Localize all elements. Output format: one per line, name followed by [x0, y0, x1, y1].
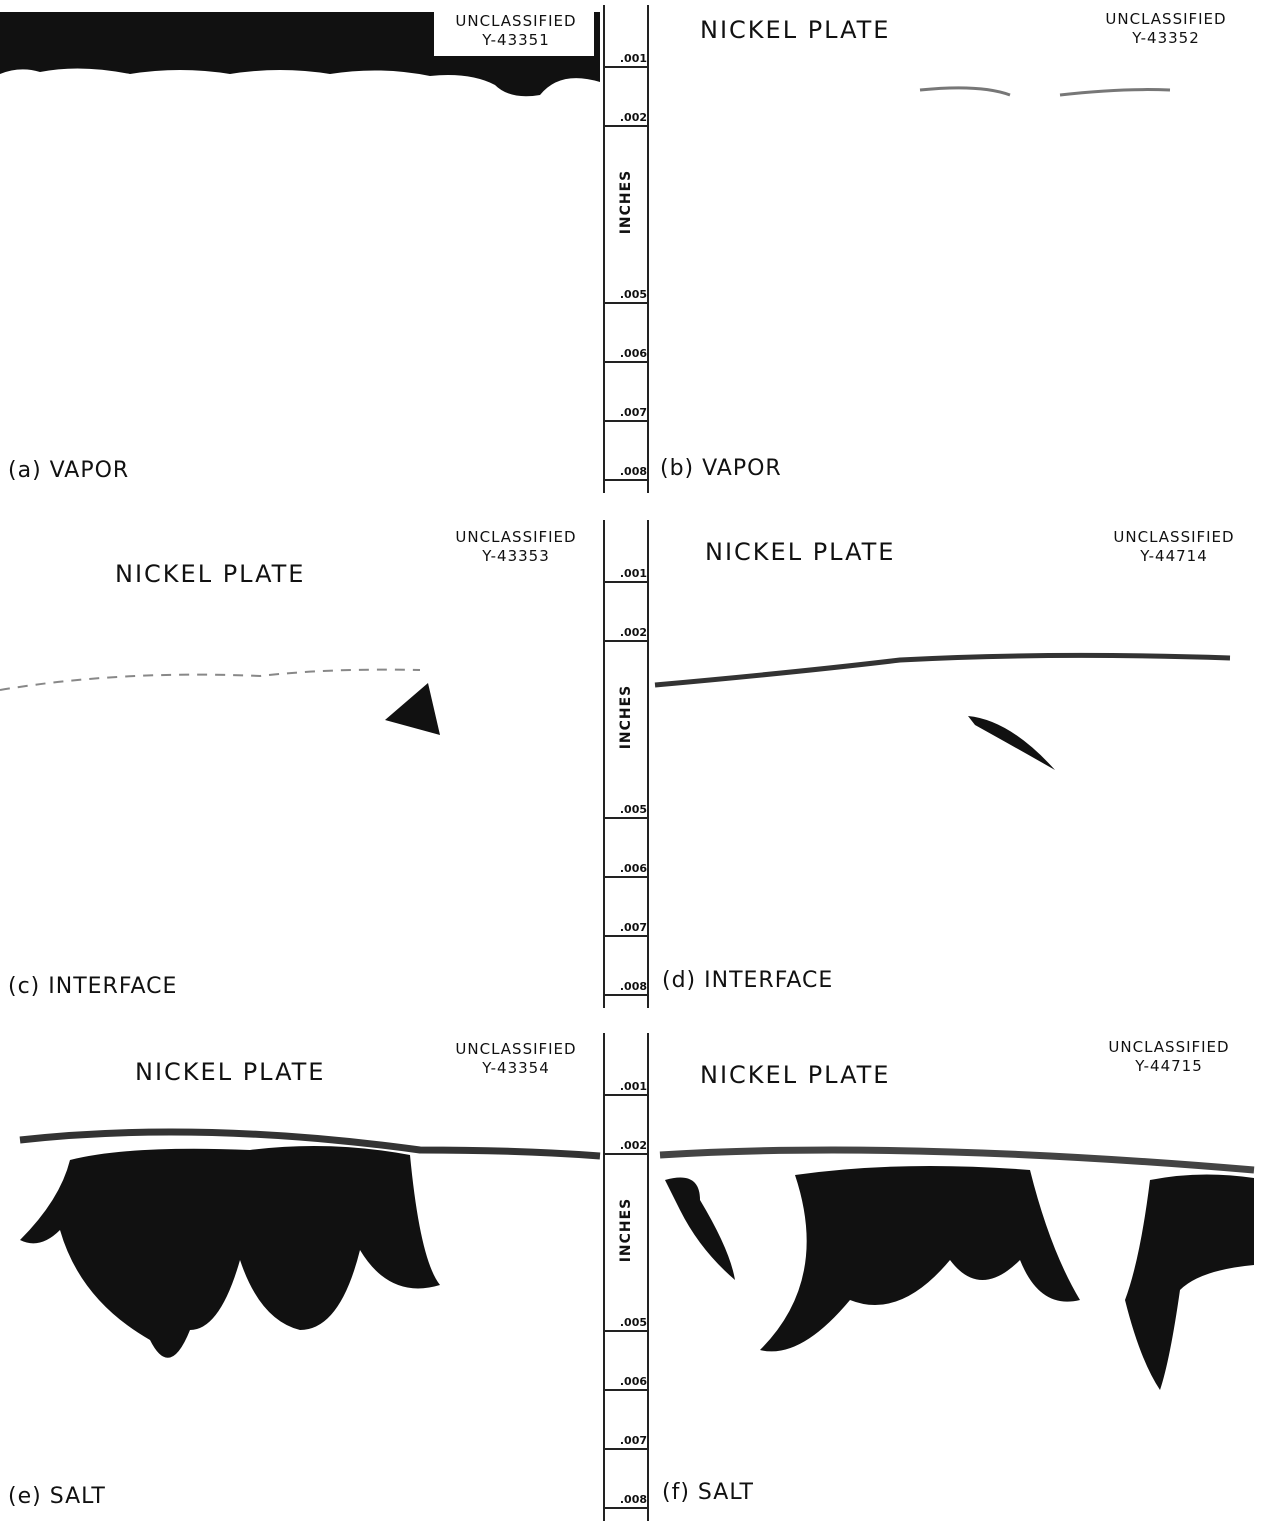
image-number: Y-44714 — [1098, 547, 1250, 566]
scale-tick: .008 — [605, 465, 647, 481]
classification: UNCLASSIFIED — [1098, 528, 1250, 547]
image-number: Y-43353 — [440, 547, 592, 566]
scale-tick: .007 — [605, 921, 647, 937]
scale-tick: .006 — [605, 862, 647, 878]
void — [968, 716, 1055, 770]
panel-title: NICKEL PLATE — [705, 538, 895, 566]
scale-tick: .001 — [605, 567, 647, 583]
image-number: Y-43352 — [1090, 29, 1242, 48]
panel-title: NICKEL PLATE — [135, 1058, 325, 1086]
panel-caption: (a) VAPOR — [8, 458, 129, 483]
image-number: Y-44715 — [1093, 1057, 1245, 1076]
salt-penetration — [20, 1146, 440, 1358]
scale-tick: .007 — [605, 1434, 647, 1450]
scale-tick: .006 — [605, 347, 647, 363]
interface-line — [655, 655, 1230, 685]
scale-unit: INCHES — [618, 167, 634, 237]
scale-tick: .002 — [605, 626, 647, 642]
scale-tick: .002 — [605, 1139, 647, 1155]
scale-tick: .005 — [605, 288, 647, 304]
classification: UNCLASSIFIED — [440, 528, 592, 547]
panel-caption: (c) INTERFACE — [8, 974, 177, 999]
image-number: Y-43354 — [440, 1059, 592, 1078]
panel-caption: (e) SALT — [8, 1484, 106, 1509]
salt-penetration — [1125, 1174, 1254, 1390]
scale-tick: .007 — [605, 406, 647, 422]
panel-caption: (d) INTERFACE — [662, 968, 833, 993]
classification: UNCLASSIFIED — [1093, 1038, 1245, 1057]
panel-caption: (b) VAPOR — [660, 456, 782, 481]
interface-line — [920, 88, 1170, 95]
panel-caption: (f) SALT — [662, 1480, 754, 1505]
image-number: Y-43351 — [440, 31, 592, 50]
classification: UNCLASSIFIED — [1090, 10, 1242, 29]
classification: UNCLASSIFIED — [440, 1040, 592, 1059]
salt-penetration — [665, 1178, 735, 1281]
scale-tick: .006 — [605, 1375, 647, 1391]
scale-tick: .001 — [605, 1080, 647, 1096]
scale-tick: .005 — [605, 1316, 647, 1332]
scale-tick: .005 — [605, 803, 647, 819]
void — [385, 683, 440, 735]
panel-title: NICKEL PLATE — [115, 560, 305, 588]
scale-unit: INCHES — [618, 1195, 634, 1265]
panel-title: NICKEL PLATE — [700, 16, 890, 44]
page: UNCLASSIFIEDY-43351(a) VAPORNICKEL PLATE… — [0, 0, 1262, 1516]
scale-tick: .002 — [605, 111, 647, 127]
salt-penetration — [760, 1166, 1080, 1351]
interface-line — [0, 670, 420, 690]
scale-tick: .008 — [605, 1493, 647, 1509]
panel-title: NICKEL PLATE — [700, 1061, 890, 1089]
classification: UNCLASSIFIED — [440, 12, 592, 31]
scale-tick: .001 — [605, 52, 647, 68]
scale-tick: .008 — [605, 980, 647, 996]
scale-unit: INCHES — [618, 682, 634, 752]
